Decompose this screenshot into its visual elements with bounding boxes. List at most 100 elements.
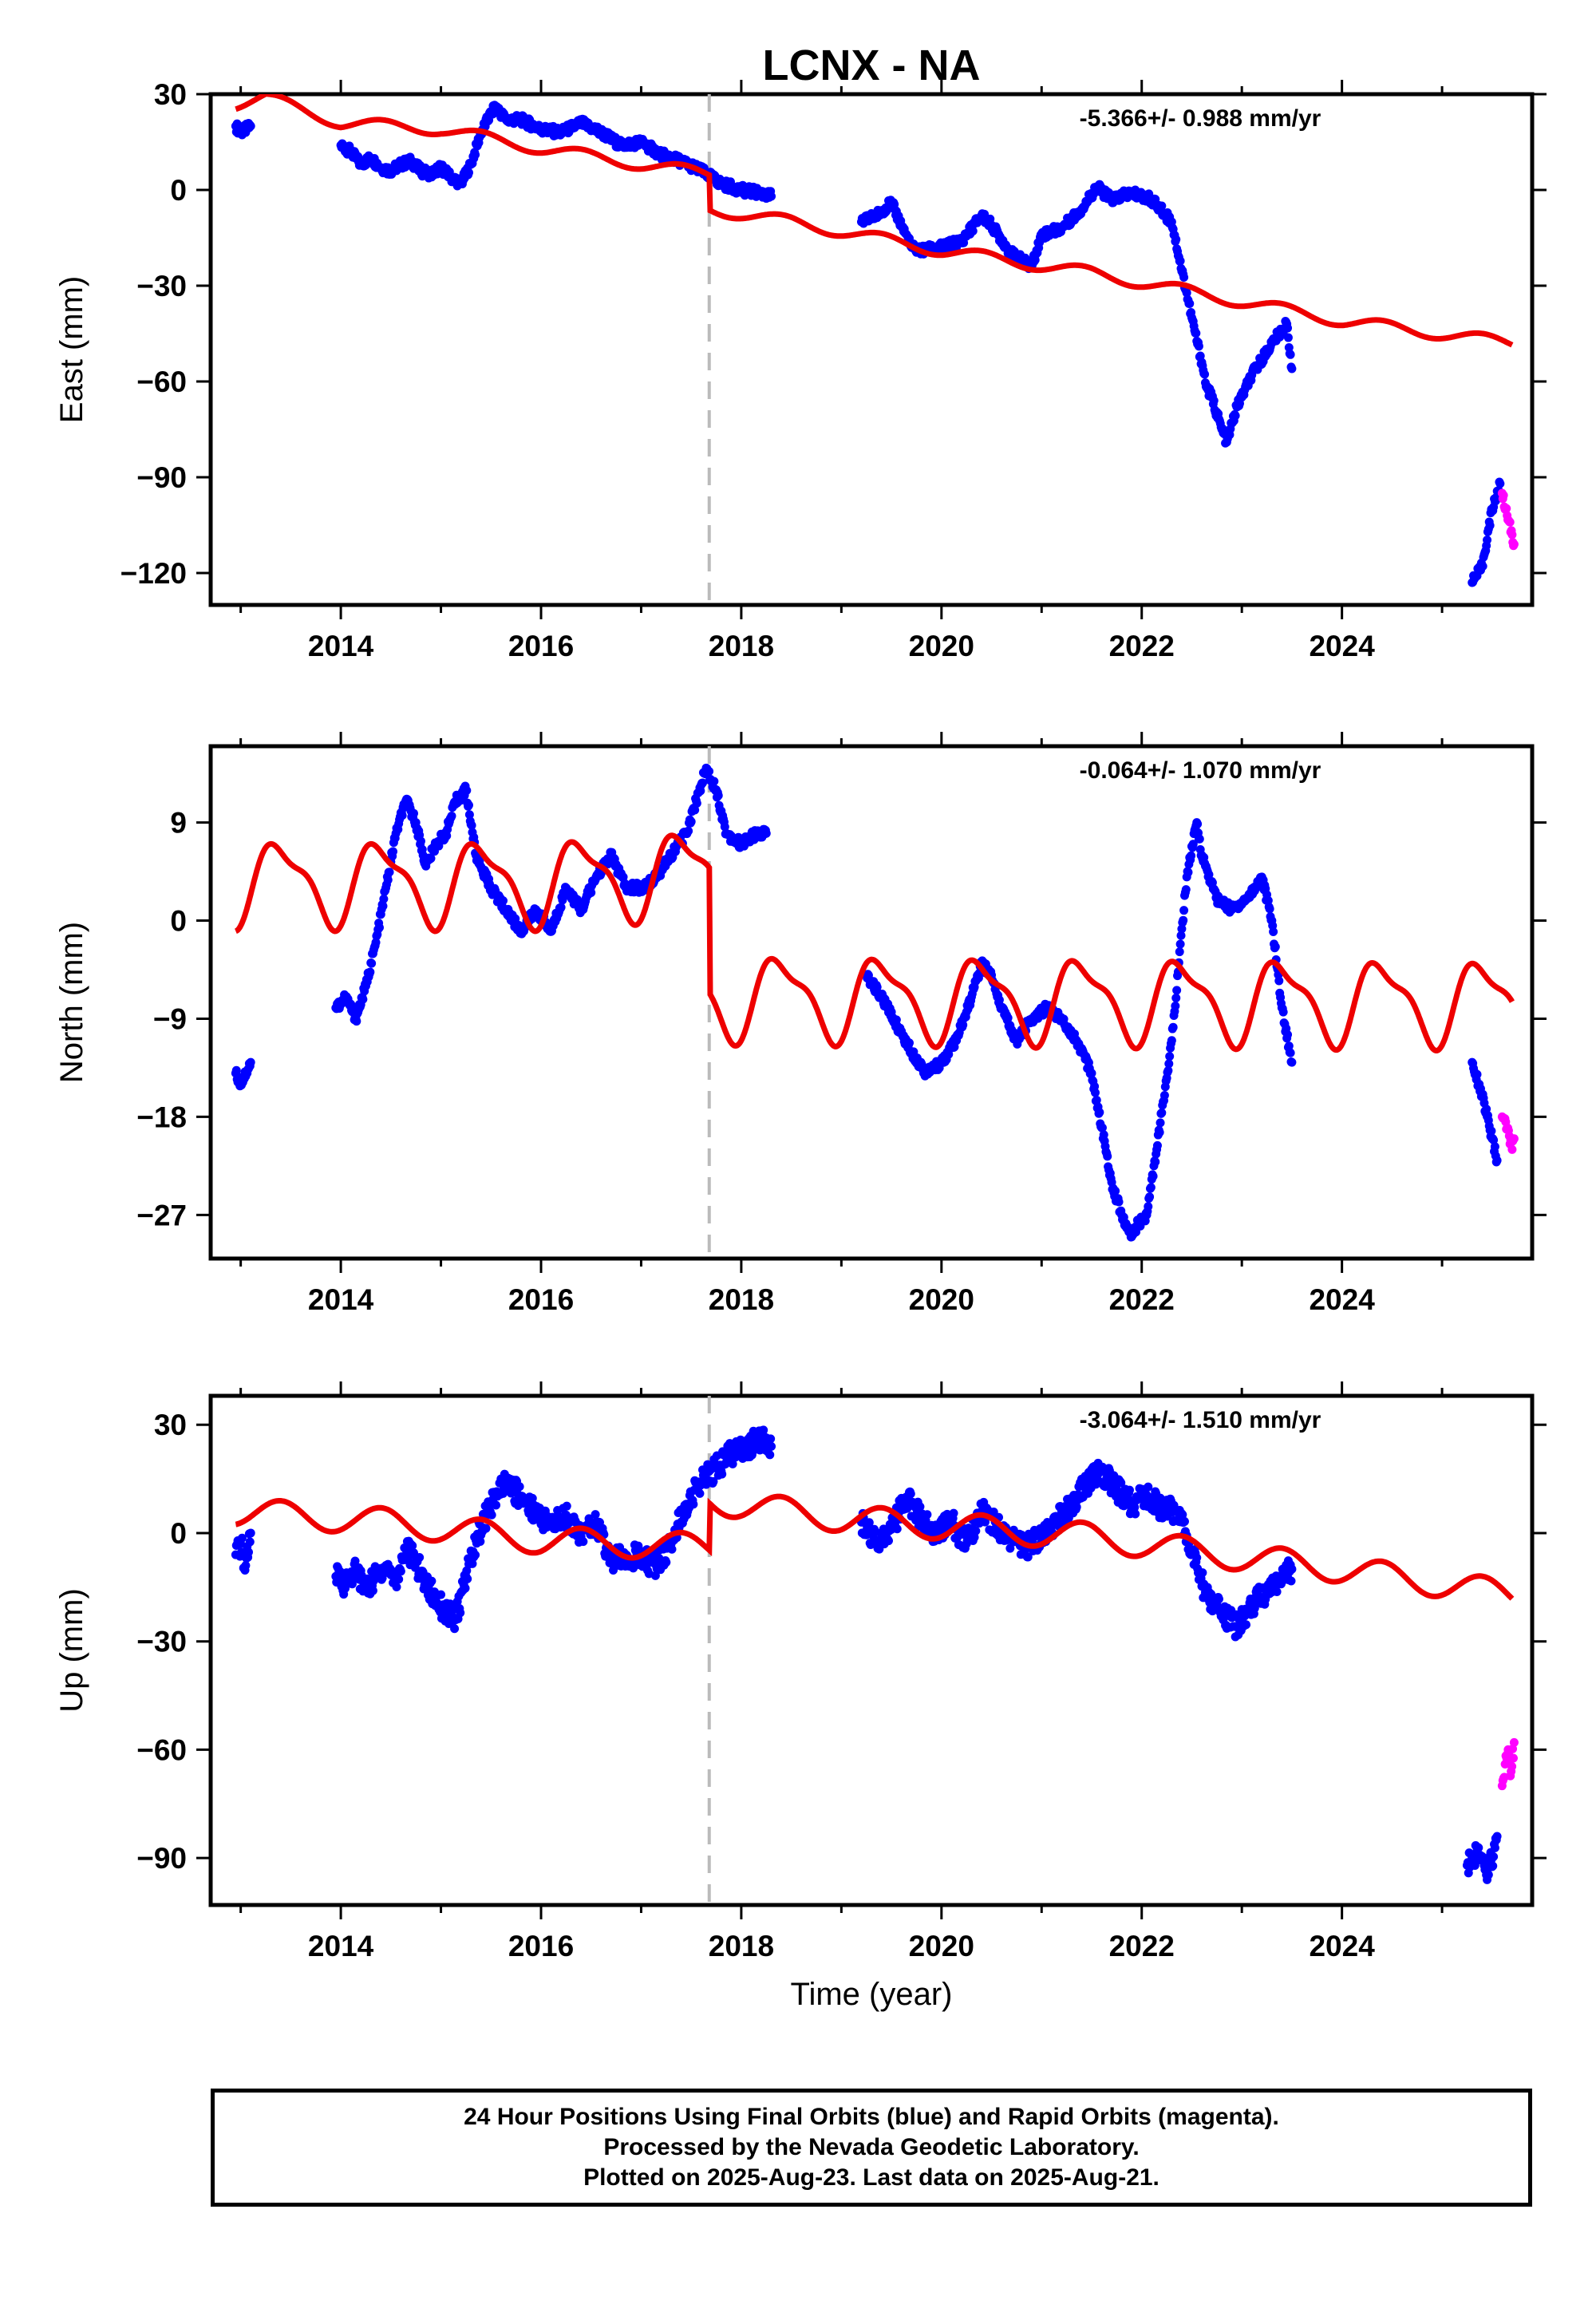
north-data-point [1156,1118,1165,1128]
north-data-point [1181,885,1191,895]
north-data-point [467,820,476,830]
north-data-point [379,894,389,903]
east-x-tick-label: 2024 [1309,630,1375,662]
up-data-point [766,1434,776,1444]
north-y-tick-label: −9 [153,1002,187,1035]
east-data-point [1175,256,1185,266]
north-data-point [684,826,693,836]
north-data-point [692,798,701,808]
up-data-point [864,1518,874,1528]
north-data-point [1278,1007,1288,1017]
north-data-point [1507,1144,1517,1154]
up-data-point [1272,1587,1282,1596]
up-series-final [231,1425,1502,1884]
east-x-tick-label: 2016 [508,630,574,662]
up-data-point [892,1524,902,1534]
up-data-point [1116,1478,1126,1488]
north-data-point [1270,942,1280,951]
east-data-point [968,226,978,235]
north-x-tick-label: 2022 [1109,1283,1175,1316]
north-plot-frame [208,744,1535,1261]
east-data-point [1509,539,1519,549]
east-data-point [1231,411,1240,421]
up-data-point [767,1441,776,1451]
footer-line-3: Plotted on 2025-Aug-23. Last data on 202… [583,2164,1159,2191]
up-data-point [1508,1753,1518,1763]
up-plot-frame [208,1393,1535,1907]
up-data-point [456,1608,465,1618]
up-data-point [246,1528,255,1538]
east-data-point [246,121,255,131]
north-data-point [1164,1059,1174,1069]
east-data-point [1191,328,1201,338]
north-data-point [416,836,425,846]
up-series-rapid [1497,1737,1519,1791]
north-data-point [1087,1069,1096,1078]
north-data-point [1509,1134,1519,1144]
north-data-point [690,805,700,815]
up-data-point [709,1476,718,1486]
north-data-point [1204,870,1214,879]
up-data-point [1131,1509,1140,1519]
north-data-point [720,822,729,832]
north-data-point [426,854,436,864]
east-plot-area [231,94,1519,587]
up-data-point [884,1536,894,1546]
east-y-tick-label: 30 [154,78,187,111]
up-data-point [1130,1503,1140,1512]
east-data-point [471,150,480,160]
north-x-tick-label: 2016 [508,1283,574,1316]
up-data-point [1144,1482,1153,1492]
east-x-tick-label: 2018 [709,630,774,662]
north-y-tick-label: −27 [136,1199,187,1231]
north-data-point [1187,851,1196,860]
north-data-point [1269,927,1278,936]
north-data-point [374,923,384,932]
north-data-point [1103,1152,1112,1161]
up-plot-area [231,1425,1519,1884]
north-data-point [1167,1036,1176,1045]
north-data-point [1171,1002,1180,1011]
north-data-point [1175,939,1185,949]
up-data-point [1215,1595,1224,1604]
east-data-point [1171,235,1181,244]
north-data-point [389,847,398,856]
north-data-point [246,1057,255,1067]
north-data-point [1151,1157,1160,1167]
up-data-point [394,1575,404,1584]
north-data-point [1490,1142,1499,1152]
up-data-point [368,1586,377,1595]
up-data-point [903,1504,912,1513]
up-data-point [1490,1843,1499,1852]
east-data-point [1179,272,1189,282]
up-data-point [1005,1543,1015,1553]
north-panel: 2014 2016 2018 2020 2022 2024 9 0 −9 −18 −27 North … [54,732,1547,1316]
north-data-point [371,938,381,947]
north-data-point [1176,931,1186,940]
north-data-point [1163,1066,1173,1076]
north-y-tick-label: 0 [170,905,187,938]
east-data-point [1157,201,1167,211]
up-y-tick-label: −60 [136,1733,187,1766]
north-data-point [464,810,474,820]
north-data-point [1195,834,1204,844]
north-y-axis-label: North (mm) [54,922,89,1083]
north-data-point [464,800,473,810]
north-data-point [1183,868,1193,877]
north-data-point [1179,906,1189,915]
east-x-tick-label: 2014 [308,630,374,662]
east-data-point [1499,491,1508,500]
up-data-point [728,1459,737,1468]
north-data-point [447,811,456,820]
up-data-point [408,1541,417,1551]
x-axis-label: Time (year) [791,1977,953,2012]
up-y-axis-label: Up (mm) [54,1588,89,1713]
up-x-tick-label: 2022 [1109,1930,1175,1962]
up-data-point [396,1567,405,1576]
east-rate-label: -5.366+/- 0.988 mm/yr [1080,105,1321,132]
north-data-point [385,868,394,877]
up-data-point [689,1500,698,1509]
east-y-tick-label: −90 [136,461,187,494]
east-panel: 2014 2016 2018 2020 2022 2024 30 0 −30 −60 −90 −120… [54,78,1547,662]
up-data-point [1474,1843,1483,1852]
